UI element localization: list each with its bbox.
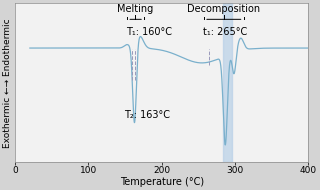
Text: T₂: 163°C: T₂: 163°C: [124, 110, 170, 120]
Bar: [223, 3, 232, 162]
Text: Melting: Melting: [117, 4, 153, 14]
Text: Decomposition: Decomposition: [187, 4, 260, 14]
Text: T₁: 160°C: T₁: 160°C: [126, 27, 172, 37]
X-axis label: Temperature (°C): Temperature (°C): [120, 177, 204, 187]
Text: t₁: 265°C: t₁: 265°C: [203, 27, 247, 37]
Y-axis label: Exothermic ←→ Endothermic: Exothermic ←→ Endothermic: [4, 18, 12, 147]
